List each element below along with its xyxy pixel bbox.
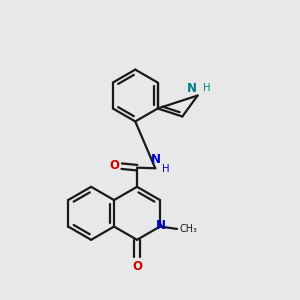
Text: N: N	[156, 220, 166, 232]
Text: N: N	[187, 82, 197, 94]
Text: N: N	[151, 153, 161, 166]
Text: O: O	[109, 159, 119, 172]
Text: H: H	[203, 83, 210, 93]
Text: CH₃: CH₃	[179, 224, 197, 234]
Text: O: O	[132, 260, 142, 273]
Text: H: H	[162, 164, 170, 174]
